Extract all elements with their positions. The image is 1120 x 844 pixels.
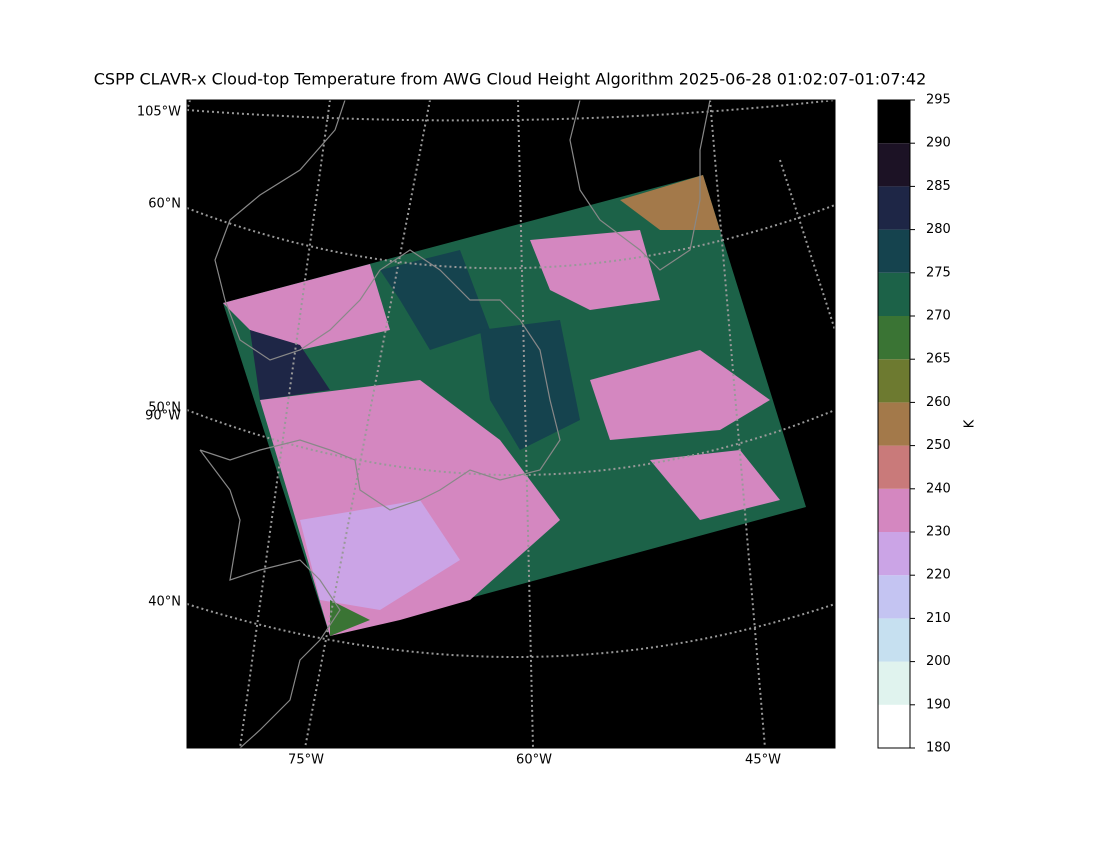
colorbar-segment bbox=[878, 186, 910, 230]
colorbar-segment bbox=[878, 575, 910, 619]
graticule bbox=[187, 204, 835, 270]
colorbar-tick-label: 240 bbox=[926, 481, 951, 496]
cloud bbox=[480, 320, 580, 450]
colorbar-segment bbox=[878, 143, 910, 187]
colorbar-tick-label: 250 bbox=[926, 438, 951, 453]
cloud bbox=[223, 264, 390, 350]
cloud bbox=[250, 330, 330, 400]
map-label: 90°W bbox=[145, 409, 181, 424]
cloud bbox=[380, 250, 490, 350]
map-label: 105°W bbox=[137, 105, 181, 120]
colorbar-tick-label: 210 bbox=[926, 611, 951, 626]
colorbar: 180 190 200 210 220 230 240 250 260 265 270 275 280 2… bbox=[877, 93, 951, 756]
cloud bbox=[650, 450, 780, 520]
coastline bbox=[199, 449, 341, 748]
cloud bbox=[530, 230, 660, 310]
map-label: 60°N bbox=[148, 197, 181, 212]
cloud bbox=[620, 175, 720, 230]
colorbar-tick-label: 220 bbox=[926, 568, 951, 583]
colorbar-tick-label: 265 bbox=[926, 352, 951, 367]
colorbar-segment bbox=[878, 402, 910, 446]
title: CSPP CLAVR-x Cloud-top Temperature from … bbox=[94, 70, 927, 89]
colorbar-label: K bbox=[963, 419, 978, 428]
colorbar-segment bbox=[878, 661, 910, 705]
colorbar-tick-label: 260 bbox=[926, 395, 951, 410]
cloud bbox=[300, 500, 460, 610]
colorbar-segment bbox=[878, 445, 910, 489]
colorbar-segment bbox=[878, 704, 910, 748]
colorbar-tick-label: 180 bbox=[926, 741, 951, 756]
map-label: 45°W bbox=[745, 753, 781, 768]
colorbar-tick-label: 230 bbox=[926, 525, 951, 540]
colorbar-tick-label: 280 bbox=[926, 222, 951, 237]
colorbar-tick-label: 190 bbox=[926, 697, 951, 712]
colorbar-tick-label: 275 bbox=[926, 265, 951, 280]
colorbar-tick-label: 285 bbox=[926, 179, 951, 194]
graticule bbox=[709, 100, 766, 748]
map bbox=[187, 100, 835, 748]
graticule bbox=[187, 603, 835, 658]
map-label: 75°W bbox=[288, 753, 324, 768]
colorbar-segment bbox=[878, 316, 910, 360]
colorbar-segment bbox=[878, 359, 910, 403]
colorbar-segment bbox=[878, 618, 910, 662]
cloud bbox=[590, 350, 770, 440]
map-label: 50°N bbox=[148, 401, 181, 416]
colorbar-segment bbox=[878, 272, 910, 316]
colorbar-tick-label: 200 bbox=[926, 654, 951, 669]
graticule bbox=[187, 100, 191, 111]
colorbar-tick-label: 270 bbox=[926, 309, 951, 324]
colorbar-segment bbox=[878, 532, 910, 576]
map-label: 60°W bbox=[516, 753, 552, 768]
colorbar-tick-label: 290 bbox=[926, 136, 951, 151]
coastline bbox=[569, 100, 711, 271]
graticule bbox=[239, 100, 331, 748]
graticule bbox=[187, 409, 835, 476]
colorbar-frame bbox=[877, 99, 911, 749]
colorbar-segment bbox=[878, 100, 910, 144]
map-frame bbox=[186, 99, 836, 749]
graticule bbox=[517, 100, 534, 748]
coastline bbox=[199, 100, 561, 511]
map-label: 40°N bbox=[148, 595, 181, 610]
colorbar-segment bbox=[878, 488, 910, 532]
colorbar-segment bbox=[878, 229, 910, 273]
colorbar-tick-label: 295 bbox=[926, 93, 951, 108]
